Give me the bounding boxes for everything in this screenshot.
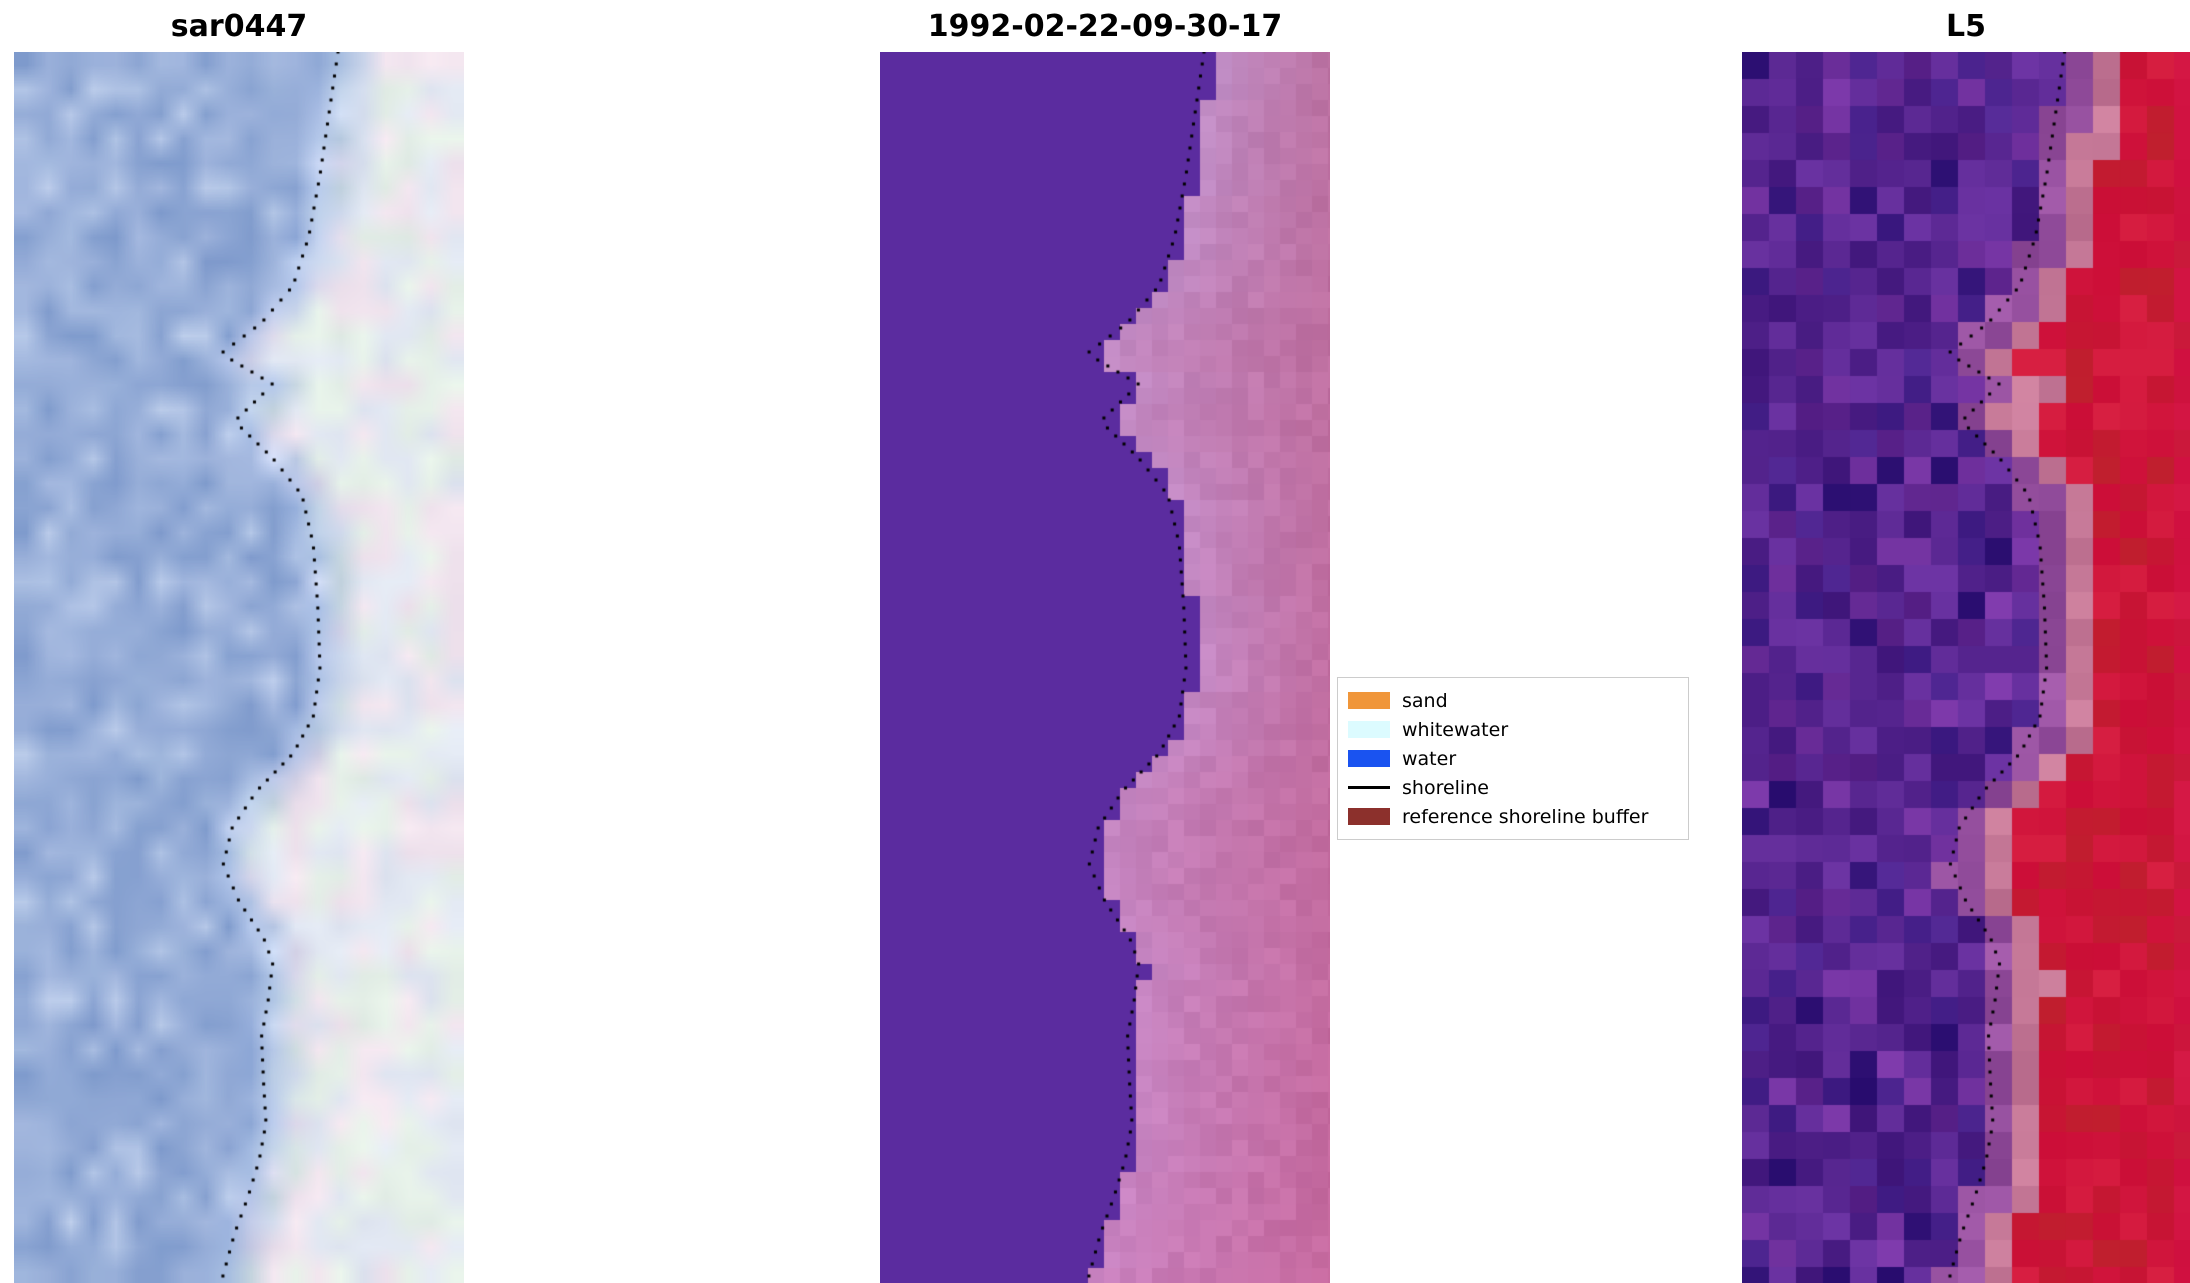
legend-item-water: water [1348,744,1678,773]
legend-item-whitewater: whitewater [1348,715,1678,744]
panel-image-classified [880,52,1330,1283]
panel-title-sar0447: sar0447 [170,9,308,44]
legend-item-sand: sand [1348,686,1678,715]
legend: sand whitewater water shoreline reference sh… [1337,677,1689,840]
panel-image-sar0447 [14,52,464,1283]
shoreline-swatch [1348,786,1390,789]
panel-title-l5: L5 [1946,9,1986,44]
water-swatch [1348,750,1390,767]
sand-swatch [1348,692,1390,709]
legend-item-reference-shoreline-buffer: reference shoreline buffer [1348,802,1678,831]
panel-image-l5 [1742,52,2190,1283]
legend-label-water: water [1402,747,1457,770]
legend-item-shoreline: shoreline [1348,773,1678,802]
reference-shoreline-buffer-swatch [1348,808,1390,825]
panel-title-classified-date: 1992-02-22-09-30-17 [927,9,1283,44]
legend-label-whitewater: whitewater [1402,718,1509,741]
whitewater-swatch [1348,721,1390,738]
legend-label-reference-shoreline-buffer: reference shoreline buffer [1402,805,1649,828]
legend-label-shoreline: shoreline [1402,776,1489,799]
legend-label-sand: sand [1402,689,1448,712]
